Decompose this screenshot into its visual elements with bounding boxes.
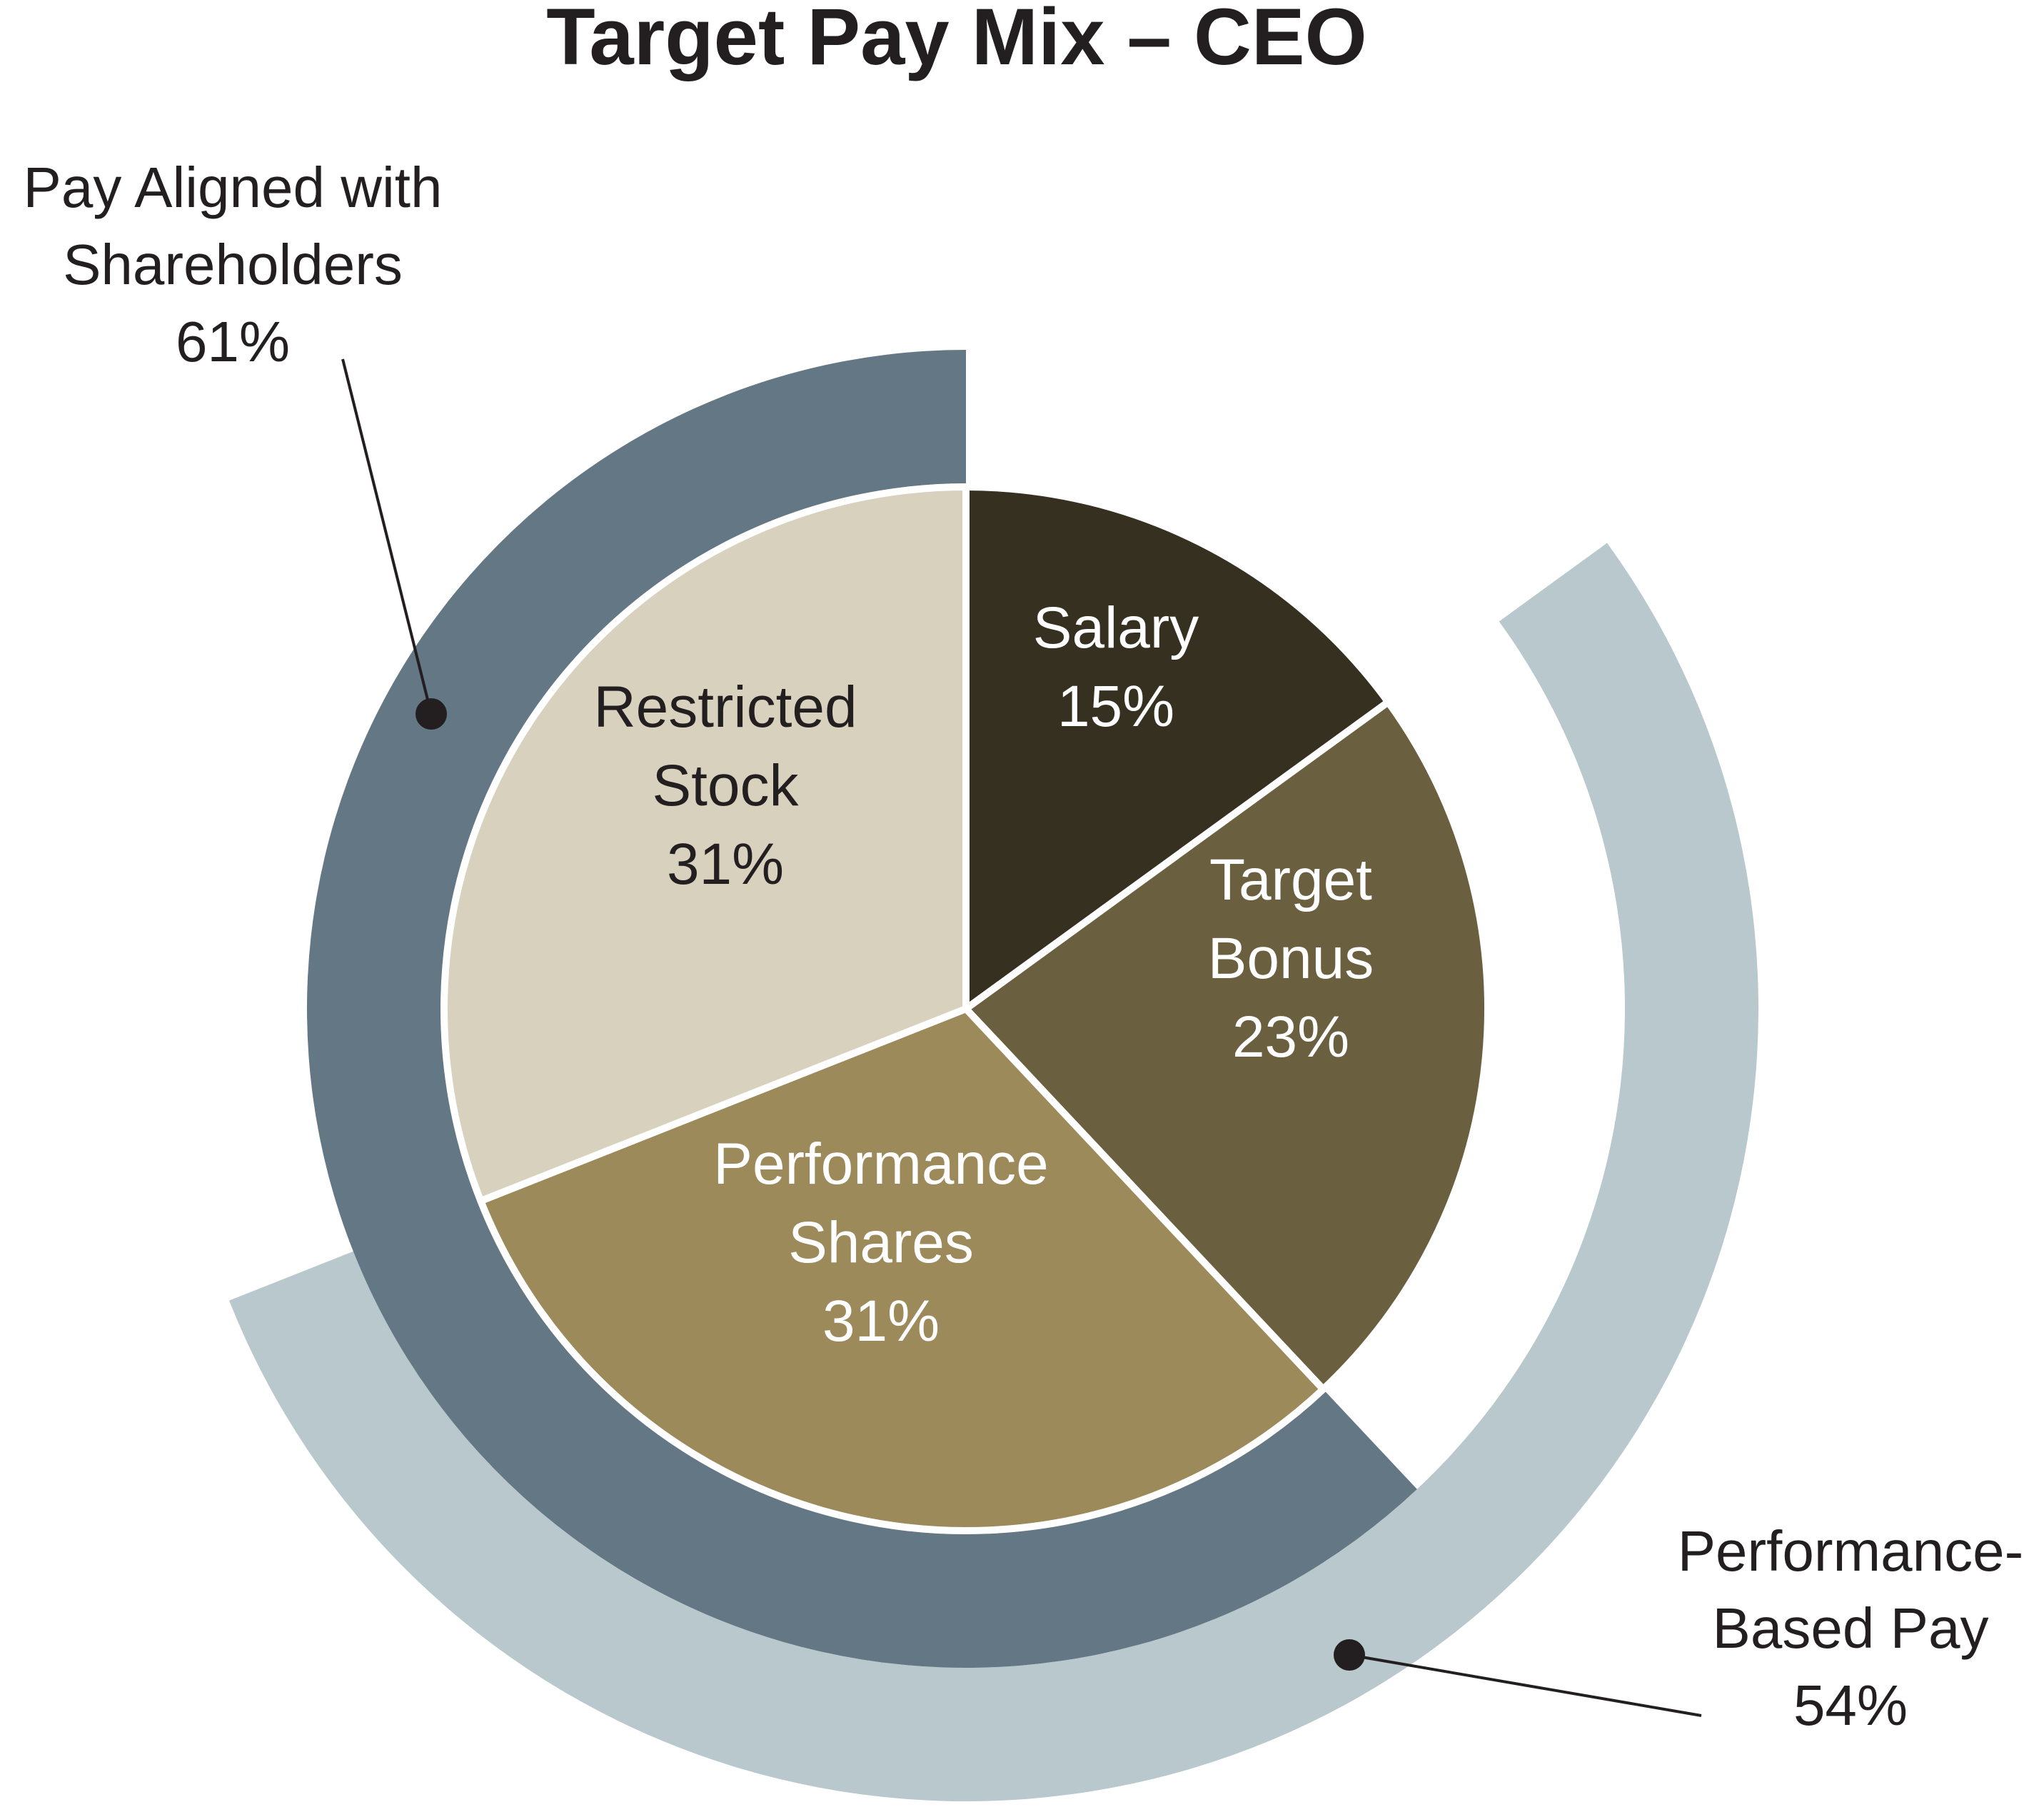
callout-dot (416, 698, 447, 730)
callout-name-line: Based Pay (1713, 1596, 1989, 1660)
chart-title: Target Pay Mix – CEO (546, 0, 1366, 81)
slice-label-salary: Salary 15% (1033, 595, 1199, 739)
slice-name-line: Restricted (593, 675, 857, 740)
slice-value-label: 31% (667, 832, 784, 897)
pie-slice-target-bonus (962, 698, 1491, 1393)
callout-leader-line (1349, 1654, 1702, 1717)
callout-value-label: 61% (176, 310, 290, 373)
pie-slice-restricted-stock (440, 483, 970, 1205)
callout-value-label: 54% (1793, 1673, 1908, 1737)
slice-label-target-bonus: Target Bonus 23% (1208, 847, 1374, 1069)
callout-label-shareholder-aligned: Pay Aligned with Shareholders 61% (23, 156, 442, 373)
pie-slices (440, 483, 1491, 1534)
slice-value-label: 23% (1232, 1005, 1349, 1069)
slice-name-line: Salary (1033, 595, 1199, 660)
pie-slice-performance-shares (477, 1005, 1327, 1534)
callout-name-line: Performance- (1678, 1519, 2024, 1583)
outer-rings (228, 350, 1758, 1801)
callouts: Pay Aligned with Shareholders 61% Performan… (23, 156, 2023, 1737)
slice-label-performance-shares: Performance Shares 31% (713, 1132, 1048, 1354)
callout-label-performance-based: Performance- Based Pay 54% (1678, 1519, 2024, 1737)
slice-value-label: 31% (822, 1289, 940, 1354)
callout-dot (1334, 1639, 1365, 1671)
callout-name-line: Pay Aligned with (23, 156, 442, 219)
ring-arc-performance-based (228, 543, 1758, 1801)
ring-arc-shareholder-aligned (306, 350, 1417, 1668)
pie-slice-salary (962, 483, 1392, 1012)
slice-value-label: 15% (1057, 674, 1174, 739)
callout-leader-line (341, 358, 433, 715)
slice-labels: Salary 15% Target Bonus 23% Performance Shares… (593, 595, 1374, 1354)
slice-label-restricted-stock: Restricted Stock 31% (593, 675, 857, 897)
callout-name-line: Shareholders (63, 233, 403, 296)
slice-name-line: Bonus (1208, 926, 1374, 991)
slice-name-line: Target (1209, 847, 1372, 912)
slice-name-line: Stock (652, 753, 799, 818)
slice-name-line: Shares (788, 1210, 974, 1275)
slice-name-line: Performance (713, 1132, 1048, 1197)
